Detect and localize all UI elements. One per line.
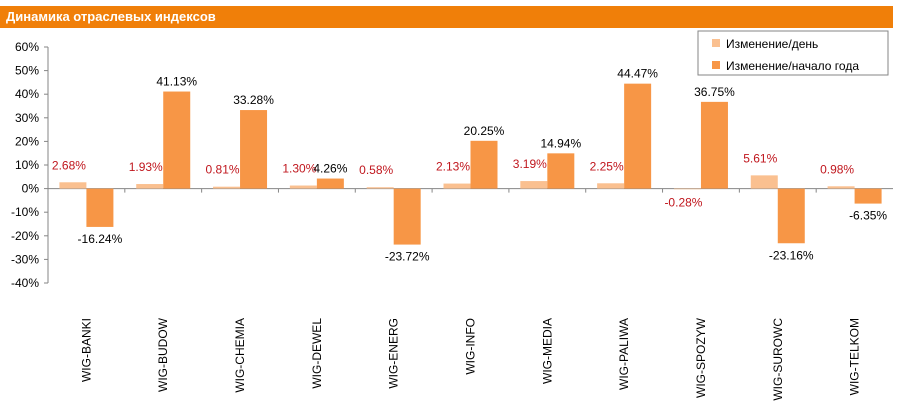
x-category-label: WIG-PALIWA (617, 318, 631, 390)
data-label-day: 1.30% (282, 162, 316, 176)
data-label-day: 0.58% (359, 163, 393, 177)
y-tick-label: 60% (15, 40, 39, 54)
bar-ytd-change (470, 140, 498, 189)
bar-ytd-change (854, 188, 882, 204)
data-label-ytd: -23.16% (769, 248, 814, 262)
data-label-ytd: 14.94% (540, 136, 581, 150)
bar-day-change (673, 188, 701, 190)
data-label-day: 2.13% (436, 160, 470, 174)
legend-swatch (712, 61, 720, 69)
x-category-label: WIG-BANKI (79, 318, 93, 382)
data-label-day: 3.19% (513, 157, 547, 171)
y-tick-label: 30% (15, 111, 39, 125)
bar-ytd-change (163, 91, 191, 189)
data-label-ytd: -16.24% (78, 232, 123, 246)
bar-day-change (213, 186, 241, 189)
y-tick-label: -10% (11, 205, 39, 219)
bar-day-change (750, 175, 778, 189)
bar-ytd-change (240, 110, 268, 189)
data-label-ytd: -6.35% (849, 209, 887, 223)
x-category-label: WIG-BUDOW (156, 317, 170, 392)
bar-ytd-change (547, 153, 575, 189)
y-tick-label: -40% (11, 276, 39, 290)
data-label-ytd: 4.26% (313, 162, 347, 176)
data-label-day: 2.68% (52, 158, 86, 172)
bar-day-change (289, 185, 317, 189)
y-tick-label: -30% (11, 252, 39, 266)
y-tick-label: 0% (22, 182, 40, 196)
bar-ytd-change (316, 178, 344, 189)
y-tick-label: 10% (15, 158, 39, 172)
bar-day-change (366, 187, 394, 189)
bar-ytd-change (86, 188, 114, 227)
legend-label: Изменение/день (726, 37, 818, 51)
bar-day-change (443, 183, 471, 189)
data-label-ytd: 41.13% (156, 75, 197, 89)
chart-title-bar: Динамика отраслевых индексов (0, 6, 893, 28)
legend-swatch (712, 39, 720, 47)
data-label-day: 2.25% (590, 159, 624, 173)
x-category-label: WIG-SUROWC (771, 318, 785, 401)
x-category-label: WIG-TELKOM (848, 318, 862, 395)
legend-box (697, 30, 889, 76)
legend-label: Изменение/начало года (726, 59, 859, 73)
legend: Изменение/день Изменение/начало года (697, 30, 889, 76)
data-label-ytd: 36.75% (694, 85, 735, 99)
x-category-label: WIG-MEDIA (540, 318, 554, 384)
data-label-day: 0.98% (820, 162, 854, 176)
y-tick-label: -20% (11, 229, 39, 243)
bar-day-change (597, 183, 625, 189)
x-category-label: WIG-INFO (464, 318, 478, 375)
data-label-ytd: -23.72% (385, 250, 430, 264)
y-tick-label: 40% (15, 87, 39, 101)
bar-day-change (827, 186, 855, 189)
data-label-day: 5.61% (743, 151, 777, 165)
data-label-day: 0.81% (206, 163, 240, 177)
y-tick-label: 20% (15, 134, 39, 148)
x-category-label: WIG-DEWEL (310, 318, 324, 389)
x-category-label: WIG-SPOZYW (694, 317, 708, 398)
bar-ytd-change (700, 101, 728, 189)
x-category-label: WIG-CHEMIA (233, 318, 247, 393)
bar-day-change (136, 184, 164, 189)
bar-day-change (59, 182, 87, 189)
data-label-day: 1.93% (129, 160, 163, 174)
data-label-ytd: 20.25% (464, 124, 505, 138)
bar-ytd-change (777, 188, 805, 244)
y-tick-label: 50% (15, 64, 39, 78)
x-category-label: WIG-ENERG (387, 318, 401, 389)
bar-ytd-change (624, 83, 652, 189)
bar-ytd-change (393, 188, 421, 245)
data-label-day: -0.28% (664, 195, 702, 209)
chart-title: Динамика отраслевых индексов (6, 9, 216, 24)
data-label-ytd: 33.28% (233, 93, 274, 107)
bar-day-change (520, 181, 548, 189)
data-label-ytd: 44.47% (617, 67, 658, 81)
